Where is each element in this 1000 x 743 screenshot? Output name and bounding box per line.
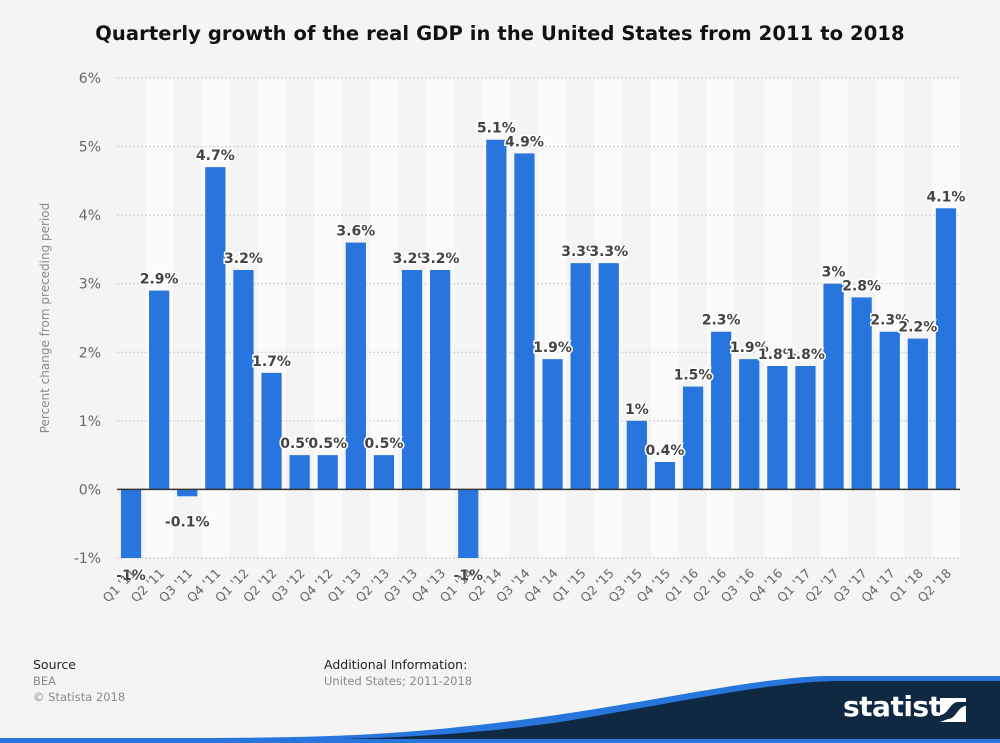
bar[interactable] xyxy=(120,489,142,558)
y-tick-label: -1% xyxy=(74,551,101,567)
data-label: 5.1% xyxy=(477,121,516,137)
bar[interactable] xyxy=(458,489,479,558)
data-label: 0.5% xyxy=(365,436,404,452)
additional-info-label: Additional Information: xyxy=(324,657,468,672)
y-tick-label: 2% xyxy=(79,345,101,361)
data-label: -0.1% xyxy=(165,514,210,530)
banner-bottom-line xyxy=(0,739,1000,743)
bar[interactable] xyxy=(711,331,732,490)
data-label: 4.1% xyxy=(927,189,966,205)
statista-logo-icon xyxy=(940,698,966,722)
data-label: 2.3% xyxy=(870,313,909,329)
bar[interactable] xyxy=(907,338,928,490)
bar[interactable] xyxy=(767,366,788,490)
bar[interactable] xyxy=(373,455,395,490)
data-label: 2.8% xyxy=(842,278,881,294)
bar[interactable] xyxy=(345,242,366,490)
bar[interactable] xyxy=(261,372,282,490)
y-axis-ticks: -1% 0% 1% 2% 3% 4% 5% 6% xyxy=(74,71,101,567)
band xyxy=(454,78,483,558)
bar[interactable] xyxy=(654,462,676,490)
data-label: 4.7% xyxy=(196,148,235,164)
bar[interactable] xyxy=(598,263,619,490)
data-label: 1.7% xyxy=(252,354,291,370)
bar[interactable] xyxy=(486,139,507,490)
data-label: 3.3% xyxy=(561,244,600,260)
bar[interactable] xyxy=(570,263,591,490)
bar[interactable] xyxy=(205,167,226,490)
bar[interactable] xyxy=(851,297,872,490)
bar[interactable] xyxy=(430,270,451,490)
data-label: 3.6% xyxy=(336,224,375,240)
data-label: 3.2% xyxy=(421,251,460,267)
bar[interactable] xyxy=(149,290,170,490)
bar[interactable] xyxy=(739,359,760,490)
band xyxy=(117,78,146,558)
bar[interactable] xyxy=(177,489,198,497)
y-axis-label: Percent change from preceding period xyxy=(38,202,52,434)
additional-info-block: Additional Information: United States; 2… xyxy=(324,657,472,689)
data-label: 1.8% xyxy=(758,347,797,363)
data-label: -1% xyxy=(116,568,146,584)
bar[interactable] xyxy=(626,420,647,490)
data-label: 3.2% xyxy=(393,251,432,267)
bar[interactable] xyxy=(542,359,563,490)
bar-chart: -1% 0% 1% 2% 3% 4% 5% 6% -1% 2.9% -0.1% 4.7% 3.2% 1.… xyxy=(74,71,967,605)
data-label: 1% xyxy=(625,402,649,418)
y-tick-label: 5% xyxy=(79,140,101,156)
bar[interactable] xyxy=(401,270,423,490)
bar[interactable] xyxy=(823,283,844,490)
y-tick-label: 3% xyxy=(79,277,101,293)
y-tick-label: 0% xyxy=(79,482,101,498)
copyright: © Statista 2018 xyxy=(33,690,126,704)
data-label: 1.9% xyxy=(730,340,769,356)
data-labels: -1%2.9%-0.1%4.7%3.2%1.7%0.5%0.5%3.6%0.5%… xyxy=(115,119,967,585)
data-label: 3.3% xyxy=(589,244,628,260)
gridlines xyxy=(117,77,960,559)
bar[interactable] xyxy=(795,366,816,490)
bar[interactable] xyxy=(682,386,704,490)
data-label: 2.9% xyxy=(140,272,179,288)
data-label: -1% xyxy=(453,568,483,584)
band xyxy=(173,78,202,558)
bars xyxy=(120,139,957,558)
data-label: 2.2% xyxy=(898,320,937,336)
bar[interactable] xyxy=(514,153,535,490)
data-label: 3% xyxy=(822,265,846,281)
bar[interactable] xyxy=(233,270,254,490)
bar[interactable] xyxy=(935,208,957,490)
source-label: Source xyxy=(33,657,76,672)
data-label: 2.3% xyxy=(702,313,741,329)
additional-info-value: United States; 2011-2018 xyxy=(324,674,473,688)
data-label: 3.2% xyxy=(224,251,263,267)
data-label: 0.5% xyxy=(308,436,347,452)
data-label: 1.5% xyxy=(674,368,713,384)
data-label: 0.4% xyxy=(646,443,685,459)
bar[interactable] xyxy=(317,455,338,490)
data-label: 1.9% xyxy=(533,340,572,356)
data-label: 1.8% xyxy=(786,347,825,363)
bar[interactable] xyxy=(879,331,900,490)
y-tick-label: 6% xyxy=(79,71,101,87)
source-block: Source BEA © Statista 2018 xyxy=(33,657,125,705)
source-value: BEA xyxy=(33,674,57,688)
data-label: 0.5% xyxy=(280,436,319,452)
bar[interactable] xyxy=(289,455,310,490)
chart-title: Quarterly growth of the real GDP in the … xyxy=(95,22,905,45)
y-tick-label: 1% xyxy=(79,414,101,430)
y-tick-label: 4% xyxy=(79,208,101,224)
data-label: 4.9% xyxy=(505,134,544,150)
